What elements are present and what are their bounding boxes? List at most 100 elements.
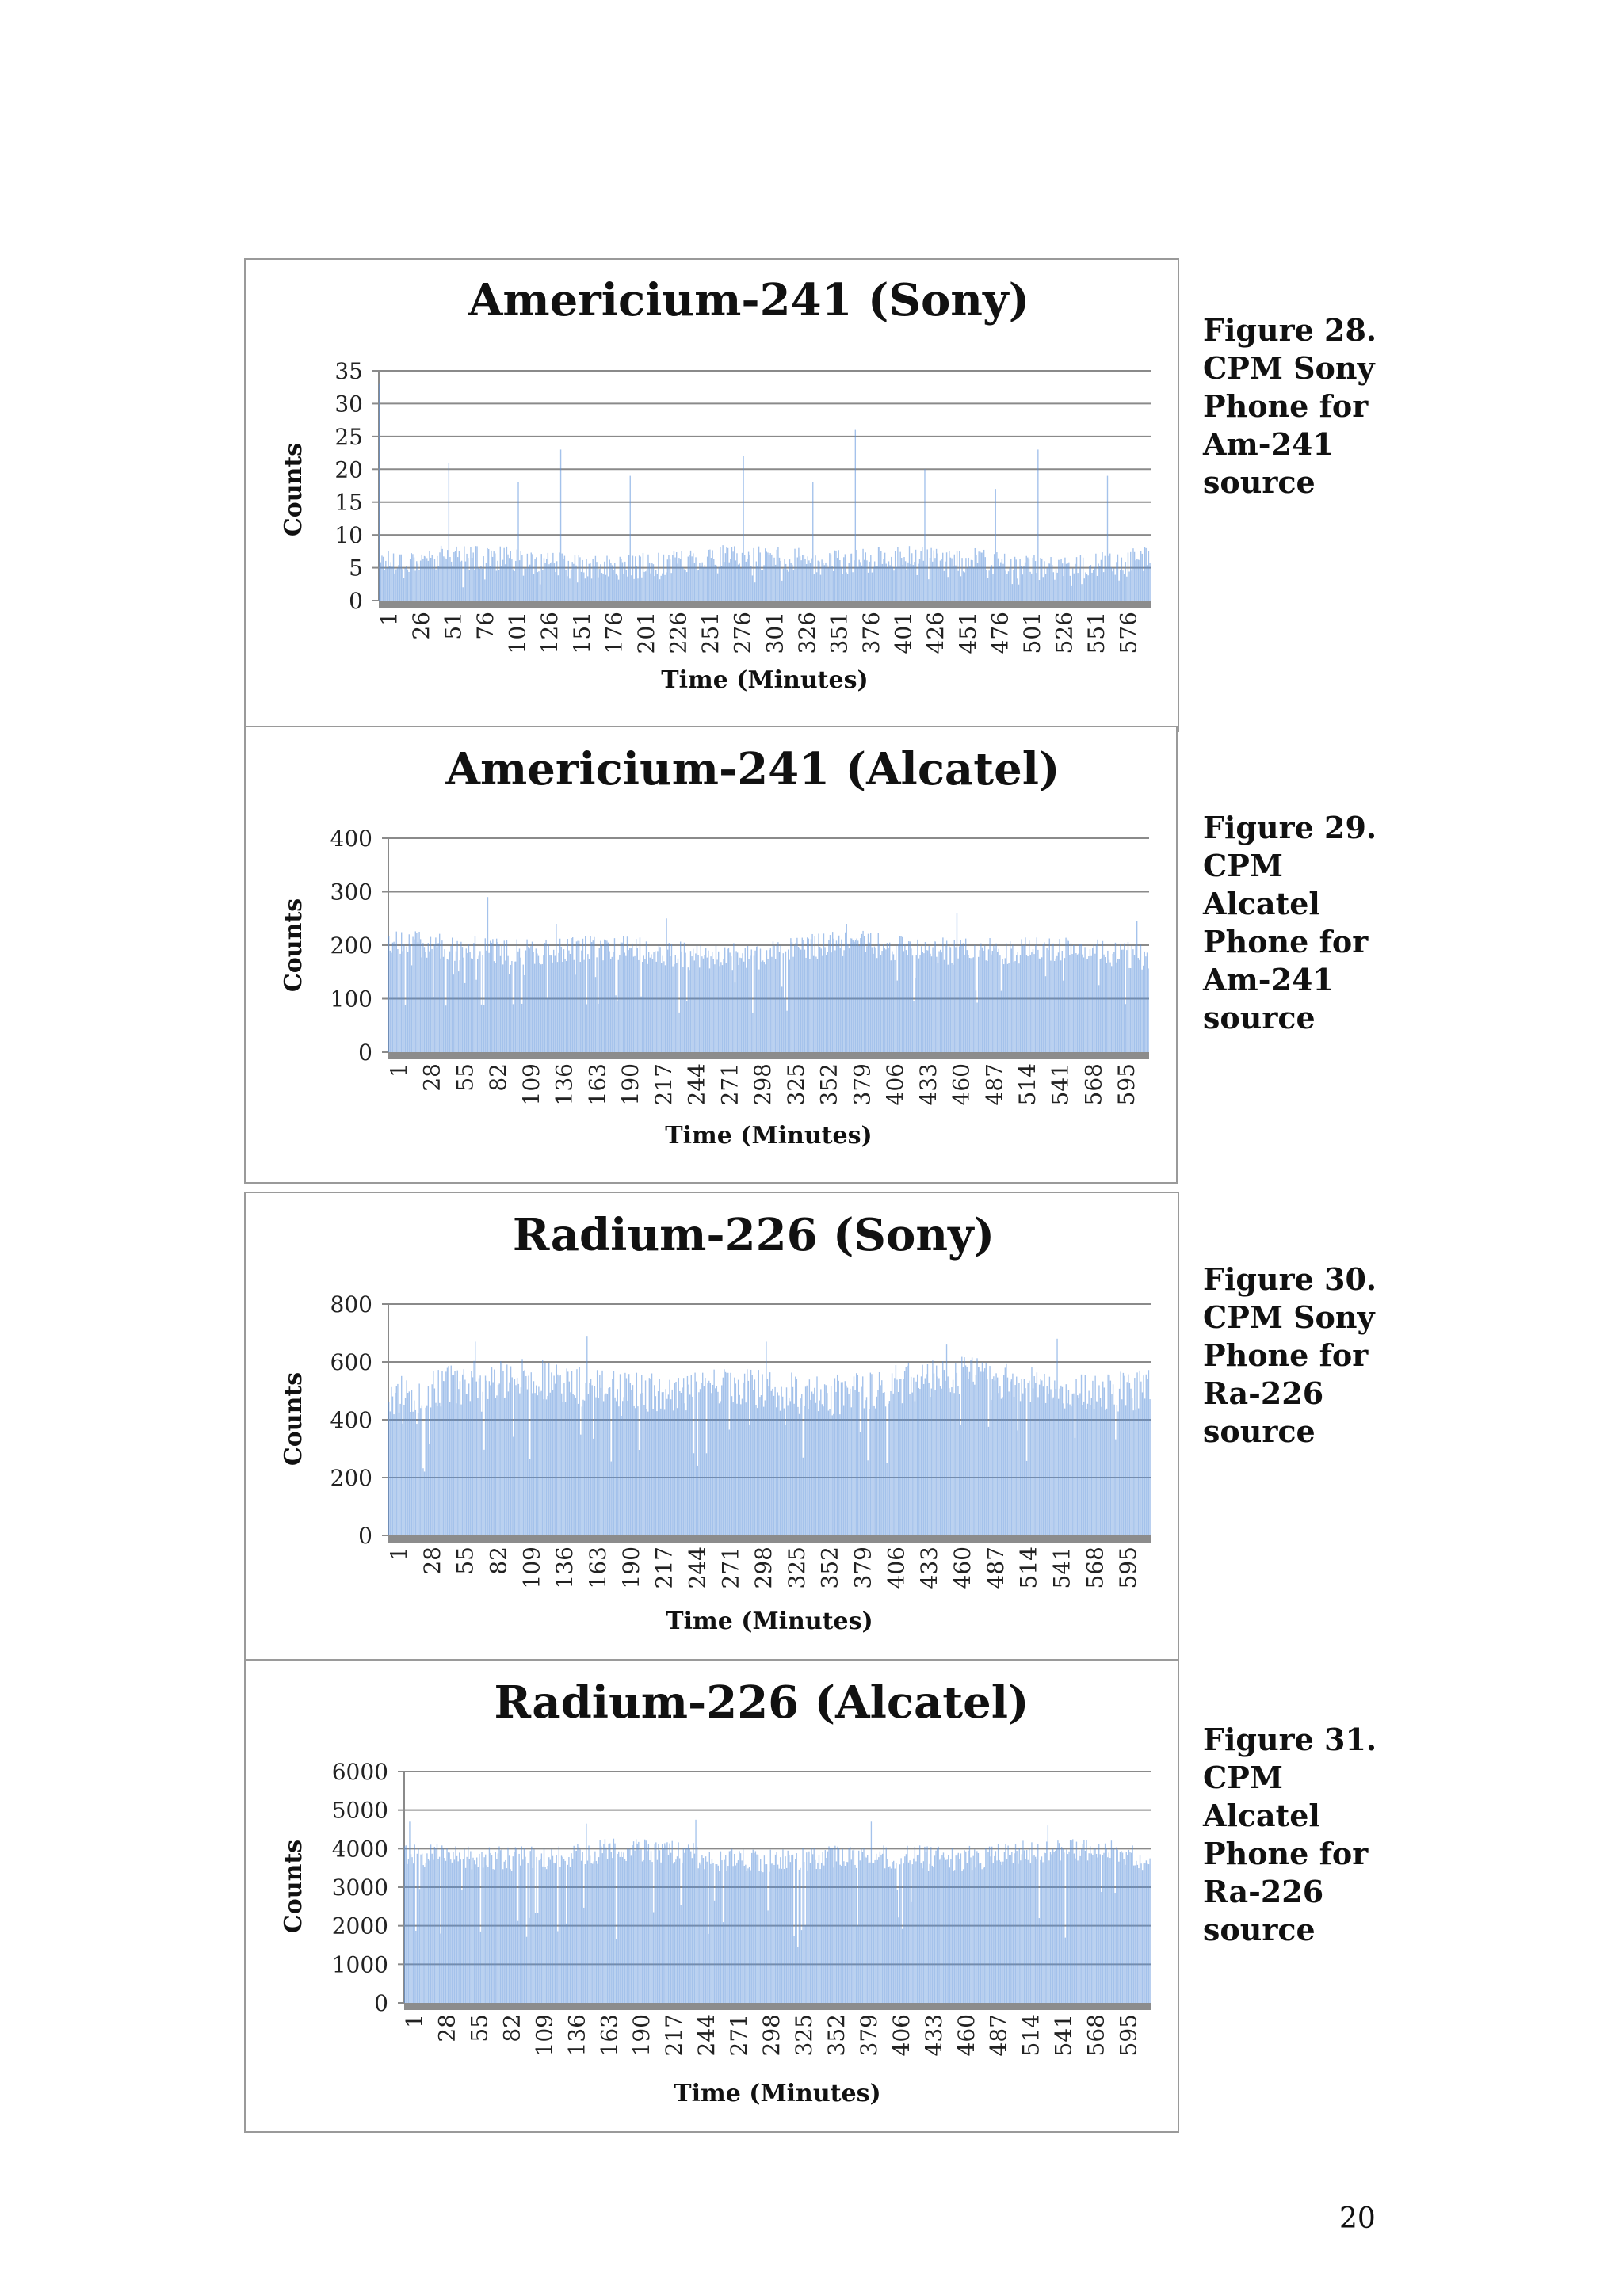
data-bar [1127, 1855, 1128, 2003]
data-bar [573, 1845, 575, 2003]
data-bar [703, 1386, 705, 1535]
data-bar [503, 940, 505, 1052]
data-bar [658, 1844, 659, 2003]
data-bar [464, 561, 467, 601]
y-tick-label: 10 [334, 522, 363, 548]
data-bar [734, 546, 735, 601]
data-bar [727, 948, 730, 1052]
data-bar [577, 940, 579, 1052]
data-bar [876, 566, 878, 601]
data-bar [867, 1855, 869, 2003]
data-bar [1069, 575, 1071, 601]
data-bar [1011, 584, 1014, 601]
data-bar [864, 936, 865, 1052]
data-bar [965, 1851, 967, 2003]
data-bar [689, 1848, 690, 2003]
data-bar [951, 1848, 953, 2003]
data-bar [894, 1378, 896, 1535]
data-bar [699, 563, 701, 601]
data-bar [652, 1409, 654, 1535]
data-bar [714, 964, 716, 1052]
data-bar [592, 940, 594, 1052]
data-bar [645, 571, 647, 601]
data-bar [953, 940, 955, 1052]
x-tick-label: 406 [888, 2014, 915, 2056]
data-bar [588, 563, 590, 601]
data-bar [1079, 1855, 1081, 2003]
data-bar [785, 1387, 788, 1535]
data-bar [418, 1889, 421, 2003]
data-bar [571, 562, 573, 601]
data-bar [563, 949, 565, 1052]
data-bar [535, 948, 537, 1052]
data-bar [795, 1376, 796, 1535]
data-bar [980, 552, 983, 601]
data-bar [957, 958, 959, 1052]
data-bar [858, 559, 860, 601]
data-bar [743, 961, 745, 1052]
data-bar [751, 1375, 753, 1535]
data-bar [860, 562, 861, 601]
data-bar [1007, 1845, 1009, 2003]
data-bar [915, 549, 917, 601]
data-bar [1095, 553, 1097, 601]
data-bar [680, 1393, 682, 1535]
data-bar [1141, 1392, 1144, 1535]
data-bar [968, 958, 971, 1052]
data-bar [386, 568, 388, 601]
data-bar [806, 1852, 808, 2003]
data-bar [1145, 547, 1147, 601]
data-bar [896, 1379, 898, 1535]
data-bar [876, 958, 878, 1052]
data-bar [947, 577, 949, 601]
x-tick-label: 251 [697, 612, 724, 654]
data-bar [763, 962, 765, 1052]
y-tick-label: 300 [330, 879, 372, 906]
data-bar [785, 951, 787, 1052]
data-bar [985, 1363, 987, 1535]
data-bar [667, 949, 669, 1052]
data-bar [604, 939, 605, 1052]
data-bar [693, 1853, 696, 2003]
data-bar [711, 1393, 712, 1535]
data-bar [658, 552, 659, 601]
data-bar [379, 383, 380, 601]
data-bar [391, 1396, 394, 1535]
data-bar [1088, 1390, 1090, 1535]
data-bar [758, 1370, 759, 1535]
data-bar [706, 556, 708, 601]
data-bar [992, 1863, 994, 2003]
data-bar [718, 1403, 720, 1535]
data-bar [501, 1849, 502, 2003]
data-bar [774, 564, 777, 601]
data-bar [678, 1378, 679, 1535]
data-bar [621, 942, 623, 1052]
data-bar [529, 564, 531, 601]
data-bar [885, 563, 887, 601]
data-bar [1124, 943, 1125, 1052]
data-bar [510, 1366, 512, 1535]
data-bar [736, 553, 738, 601]
data-bar [553, 949, 555, 1052]
data-bar [628, 1849, 629, 2003]
data-bar [955, 565, 957, 601]
data-bar [722, 1922, 724, 2003]
data-bar [502, 964, 504, 1052]
data-bar [647, 554, 649, 601]
data-bar [1037, 949, 1039, 1052]
data-bar [575, 1850, 577, 2003]
data-bar [815, 1402, 817, 1535]
data-bar [498, 1383, 500, 1535]
data-bar [1056, 955, 1058, 1052]
data-bar [532, 554, 533, 601]
data-bar [431, 1384, 433, 1535]
data-bar [505, 564, 506, 601]
x-tick-label: 451 [955, 612, 981, 654]
data-bar [521, 1359, 523, 1535]
data-bar [881, 951, 883, 1052]
data-bar [431, 555, 433, 601]
data-bar [751, 575, 754, 601]
data-bar [753, 1390, 754, 1535]
data-bar [953, 1870, 956, 2003]
x-tick-label: 526 [1052, 612, 1078, 654]
